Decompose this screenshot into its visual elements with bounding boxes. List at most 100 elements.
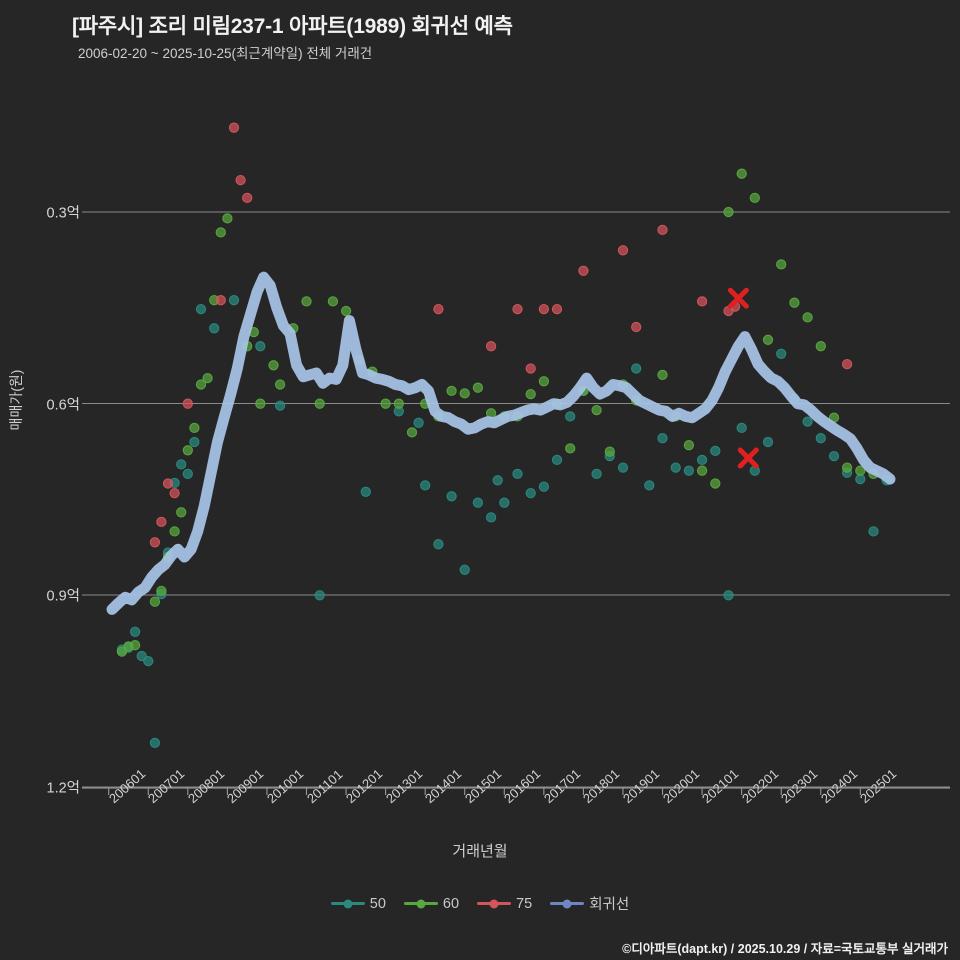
data-point-50: [492, 475, 503, 486]
data-point-75: [512, 303, 523, 315]
scatter-series-60: [116, 168, 879, 657]
y-axis-label: 매매가(원): [8, 369, 24, 431]
data-point-50: [228, 295, 240, 306]
legend-item-회귀선[interactable]: 회귀선: [550, 893, 629, 914]
data-point-50: [499, 497, 510, 508]
data-point-50: [149, 737, 161, 749]
data-point-50: [631, 363, 642, 374]
data-point-60: [802, 312, 813, 323]
data-point-50: [182, 468, 193, 480]
data-point-60: [683, 440, 695, 451]
data-point-60: [176, 507, 187, 518]
data-point-75: [235, 174, 246, 186]
data-point-60: [723, 206, 734, 218]
data-point-50: [538, 481, 550, 492]
outlier-x-marker: [737, 447, 759, 469]
data-point-50: [314, 590, 325, 601]
data-point-60: [459, 388, 470, 399]
data-point-50: [420, 480, 431, 491]
data-point-75: [525, 363, 536, 374]
legend-item-50[interactable]: 50: [330, 896, 386, 912]
legend-swatch-line: [330, 899, 365, 908]
data-point-60: [149, 596, 161, 607]
data-point-75: [162, 478, 174, 489]
x-axis-tickmarks: [108, 788, 861, 795]
data-point-75: [242, 192, 253, 204]
data-point-50: [762, 436, 774, 448]
legend-item-60[interactable]: 60: [403, 895, 460, 912]
legend-swatch-dot: [343, 899, 353, 908]
data-point-50: [868, 526, 879, 537]
data-point-50: [591, 468, 602, 480]
data-point-60: [841, 462, 853, 473]
data-point-75: [149, 537, 161, 548]
data-point-50: [617, 462, 629, 473]
data-point-50: [670, 462, 681, 473]
data-point-75: [433, 303, 444, 315]
legend-swatch-line: [550, 899, 585, 908]
page-title: [파주시] 조리 미림237-1 아파트(1989) 회귀선 예측: [72, 15, 513, 38]
data-point-75: [657, 224, 668, 236]
data-point-60: [749, 192, 760, 204]
data-point-50: [723, 590, 734, 601]
legend-label: 60: [442, 895, 460, 912]
data-point-75: [169, 487, 180, 499]
y-axis-tick-label: 0.3억: [46, 205, 81, 222]
data-point-60: [446, 385, 457, 397]
data-point-75: [696, 296, 708, 307]
legend-label: 75: [516, 895, 533, 912]
data-point-60: [696, 465, 708, 476]
data-point-60: [604, 446, 615, 457]
data-point-50: [485, 512, 497, 523]
data-point-60: [472, 382, 484, 393]
data-point-60: [710, 478, 721, 489]
data-point-60: [789, 297, 800, 308]
regression-line-path: [106, 271, 896, 615]
legend-item-75[interactable]: 75: [477, 896, 532, 912]
data-point-75: [228, 122, 240, 133]
legend-swatch-dot: [416, 899, 426, 908]
legend-swatch-line: [477, 899, 512, 908]
data-point-50: [459, 564, 470, 575]
data-point-60: [169, 526, 180, 537]
data-point-50: [274, 400, 286, 411]
data-point-50: [255, 341, 266, 352]
scatter-series-50: [116, 295, 892, 749]
data-point-75: [617, 245, 629, 256]
y-axis-tick-label: 0.9억: [46, 588, 81, 605]
data-point-60: [525, 388, 536, 400]
data-point-60: [380, 398, 391, 409]
regression-line: [106, 271, 896, 615]
data-point-50: [644, 480, 655, 491]
data-point-50: [129, 626, 141, 637]
data-point-75: [841, 358, 853, 370]
data-point-60: [156, 585, 167, 597]
data-point-60: [255, 398, 266, 409]
data-point-50: [195, 303, 207, 315]
page-subtitle: 2006-02-20 ~ 2025-10-25(최근계약일) 전체 거래건: [78, 46, 373, 61]
data-point-60: [314, 398, 325, 409]
data-point-50: [565, 411, 576, 422]
data-point-75: [578, 265, 589, 276]
data-point-60: [202, 372, 213, 384]
data-point-60: [657, 369, 668, 381]
data-point-50: [776, 348, 787, 359]
data-point-60: [538, 376, 550, 387]
data-point-50: [472, 497, 484, 508]
outlier-markers: [727, 287, 759, 469]
data-point-50: [683, 465, 695, 476]
data-point-50: [551, 454, 563, 466]
data-point-60: [182, 445, 193, 456]
y-axis-tick-label: 1.2억: [46, 780, 81, 797]
data-point-60: [776, 259, 787, 270]
data-point-50: [446, 491, 457, 502]
data-point-50: [736, 422, 747, 434]
data-point-60: [406, 427, 418, 438]
data-point-60: [393, 398, 404, 409]
x-axis-label: 거래년월: [452, 843, 508, 860]
data-point-60: [116, 646, 128, 657]
legend-label: 회귀선: [589, 897, 630, 913]
legend-swatch-dot: [562, 899, 572, 908]
data-point-60: [222, 213, 233, 224]
